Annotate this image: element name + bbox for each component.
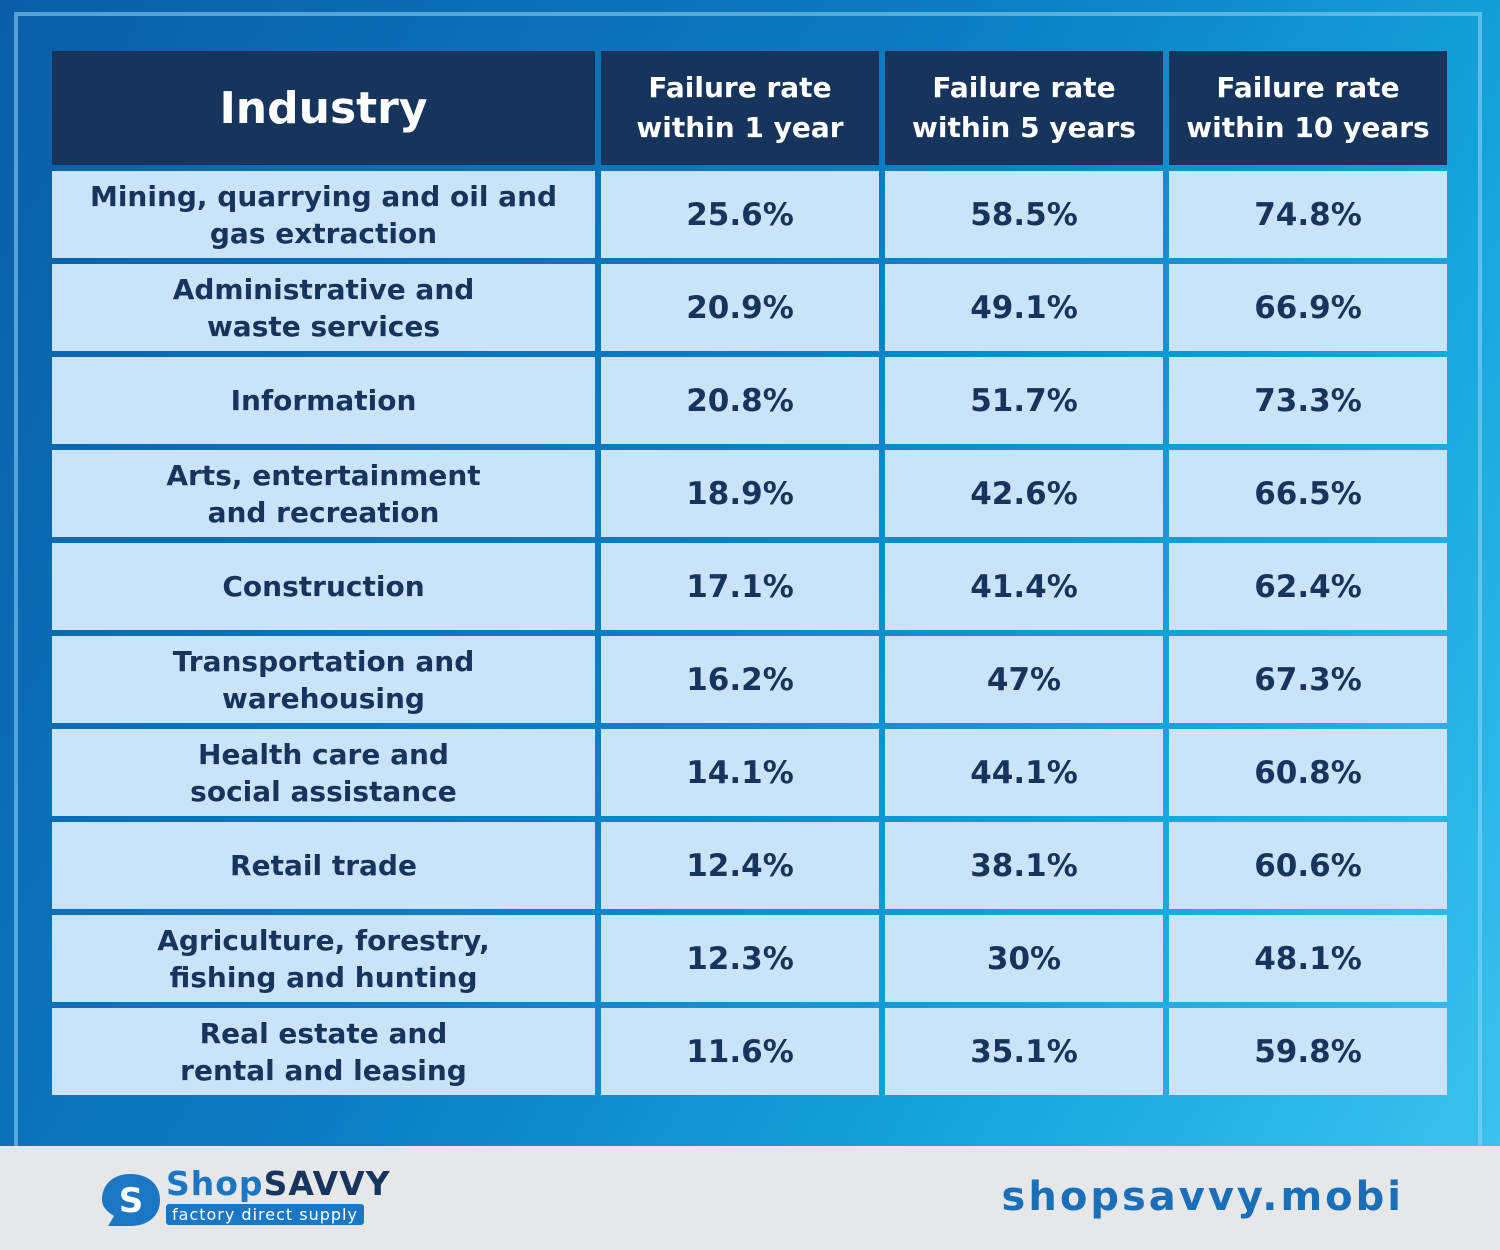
header-5-years: Failure rate within 5 years xyxy=(885,51,1163,165)
industry-label: Health care and xyxy=(198,737,449,771)
header-10-years-line1: Failure rate xyxy=(1216,71,1400,104)
industry-cell: Information xyxy=(52,357,595,444)
rate-10-years-cell: 66.9% xyxy=(1169,264,1447,351)
failure-rate-table: Industry Failure rate within 1 year Fail… xyxy=(52,51,1447,1095)
industry-label: rental and leasing xyxy=(180,1053,467,1087)
industry-cell: Construction xyxy=(52,543,595,630)
industry-label: Transportation and xyxy=(172,644,475,678)
industry-label: waste services xyxy=(206,309,441,343)
rate-1-year-cell: 20.9% xyxy=(601,264,879,351)
industry-cell: Mining, quarrying and oil and gas extract… xyxy=(52,171,595,258)
rate-5-years-cell: 30% xyxy=(885,915,1163,1002)
rate-10-years-cell: 67.3% xyxy=(1169,636,1447,723)
industry-label: Administrative and xyxy=(172,272,475,306)
industry-label: Real estate and xyxy=(199,1016,448,1050)
rate-10-years-cell: 60.6% xyxy=(1169,822,1447,909)
rate-1-year-cell: 14.1% xyxy=(601,729,879,816)
industry-label: Construction xyxy=(222,570,425,603)
industry-cell: Arts, entertainment and recreation xyxy=(52,450,595,537)
brand-name: ShopSAVVY xyxy=(166,1164,391,1203)
rate-1-year-cell: 12.3% xyxy=(601,915,879,1002)
website-url: shopsavvy.mobi xyxy=(1001,1174,1404,1220)
footer: S ShopSAVVY factory direct supply shopsa… xyxy=(0,1146,1500,1250)
industry-label: and recreation xyxy=(207,495,440,529)
header-industry: Industry xyxy=(52,51,595,165)
table-row: Administrative and waste services 20.9% 49.… xyxy=(52,264,1447,351)
header-10-years-line2: within 10 years xyxy=(1186,111,1430,144)
rate-10-years-cell: 59.8% xyxy=(1169,1008,1447,1095)
rate-1-year-cell: 11.6% xyxy=(601,1008,879,1095)
rate-5-years-cell: 38.1% xyxy=(885,822,1163,909)
table-row: Agriculture, forestry, fishing and huntin… xyxy=(52,915,1447,1002)
svg-text:S: S xyxy=(119,1181,144,1221)
shopsavvy-logo-icon: S xyxy=(102,1174,160,1226)
decorative-frame xyxy=(14,12,1482,1146)
rate-5-years-cell: 41.4% xyxy=(885,543,1163,630)
header-1-year-line2: within 1 year xyxy=(636,111,844,144)
industry-label: warehousing xyxy=(222,681,425,715)
header-1-year: Failure rate within 1 year xyxy=(601,51,879,165)
rate-5-years-cell: 44.1% xyxy=(885,729,1163,816)
industry-label: Information xyxy=(230,384,417,417)
rate-10-years-cell: 60.8% xyxy=(1169,729,1447,816)
brand-tagline: factory direct supply xyxy=(166,1204,364,1225)
table-row: Retail trade 12.4% 38.1% 60.6% xyxy=(52,822,1447,909)
rate-1-year-cell: 16.2% xyxy=(601,636,879,723)
industry-label: fishing and hunting xyxy=(169,960,478,994)
rate-1-year-cell: 20.8% xyxy=(601,357,879,444)
rate-5-years-cell: 58.5% xyxy=(885,171,1163,258)
rate-5-years-cell: 51.7% xyxy=(885,357,1163,444)
table-body: Mining, quarrying and oil and gas extract… xyxy=(52,171,1447,1095)
header-5-years-line1: Failure rate xyxy=(932,71,1116,104)
industry-label: Retail trade xyxy=(230,849,417,882)
table-row: Information 20.8% 51.7% 73.3% xyxy=(52,357,1447,444)
table-row: Real estate and rental and leasing 11.6% 35… xyxy=(52,1008,1447,1095)
table-row: Arts, entertainment and recreation 18.9% 42… xyxy=(52,450,1447,537)
rate-1-year-cell: 18.9% xyxy=(601,450,879,537)
table-header-row: Industry Failure rate within 1 year Fail… xyxy=(52,51,1447,165)
rate-10-years-cell: 48.1% xyxy=(1169,915,1447,1002)
industry-cell: Transportation and warehousing xyxy=(52,636,595,723)
rate-1-year-cell: 17.1% xyxy=(601,543,879,630)
industry-cell: Retail trade xyxy=(52,822,595,909)
table-row: Health care and social assistance 14.1% 44.… xyxy=(52,729,1447,816)
industry-cell: Real estate and rental and leasing xyxy=(52,1008,595,1095)
industry-cell: Agriculture, forestry, fishing and huntin… xyxy=(52,915,595,1002)
industry-label: social assistance xyxy=(190,774,457,808)
rate-10-years-cell: 62.4% xyxy=(1169,543,1447,630)
industry-label: Agriculture, forestry, xyxy=(157,923,490,957)
industry-cell: Administrative and waste services xyxy=(52,264,595,351)
table-row: Transportation and warehousing 16.2% 47% 67.… xyxy=(52,636,1447,723)
header-1-year-line1: Failure rate xyxy=(648,71,832,104)
header-industry-text: Industry xyxy=(219,82,428,134)
rate-5-years-cell: 42.6% xyxy=(885,450,1163,537)
header-5-years-line2: within 5 years xyxy=(912,111,1136,144)
industry-label: Arts, entertainment xyxy=(166,458,481,492)
brand-name-part1: Shop xyxy=(166,1164,264,1203)
rate-1-year-cell: 12.4% xyxy=(601,822,879,909)
header-10-years: Failure rate within 10 years xyxy=(1169,51,1447,165)
industry-label: Mining, quarrying and oil and xyxy=(89,179,558,213)
table-row: Construction 17.1% 41.4% 62.4% xyxy=(52,543,1447,630)
rate-5-years-cell: 35.1% xyxy=(885,1008,1163,1095)
rate-10-years-cell: 66.5% xyxy=(1169,450,1447,537)
rate-5-years-cell: 49.1% xyxy=(885,264,1163,351)
rate-1-year-cell: 25.6% xyxy=(601,171,879,258)
background-panel: Industry Failure rate within 1 year Fail… xyxy=(0,0,1500,1146)
industry-label: gas extraction xyxy=(209,216,438,250)
rate-5-years-cell: 47% xyxy=(885,636,1163,723)
table-row: Mining, quarrying and oil and gas extract… xyxy=(52,171,1447,258)
rate-10-years-cell: 74.8% xyxy=(1169,171,1447,258)
brand-name-part2: SAVVY xyxy=(263,1164,391,1203)
rate-10-years-cell: 73.3% xyxy=(1169,357,1447,444)
industry-cell: Health care and social assistance xyxy=(52,729,595,816)
